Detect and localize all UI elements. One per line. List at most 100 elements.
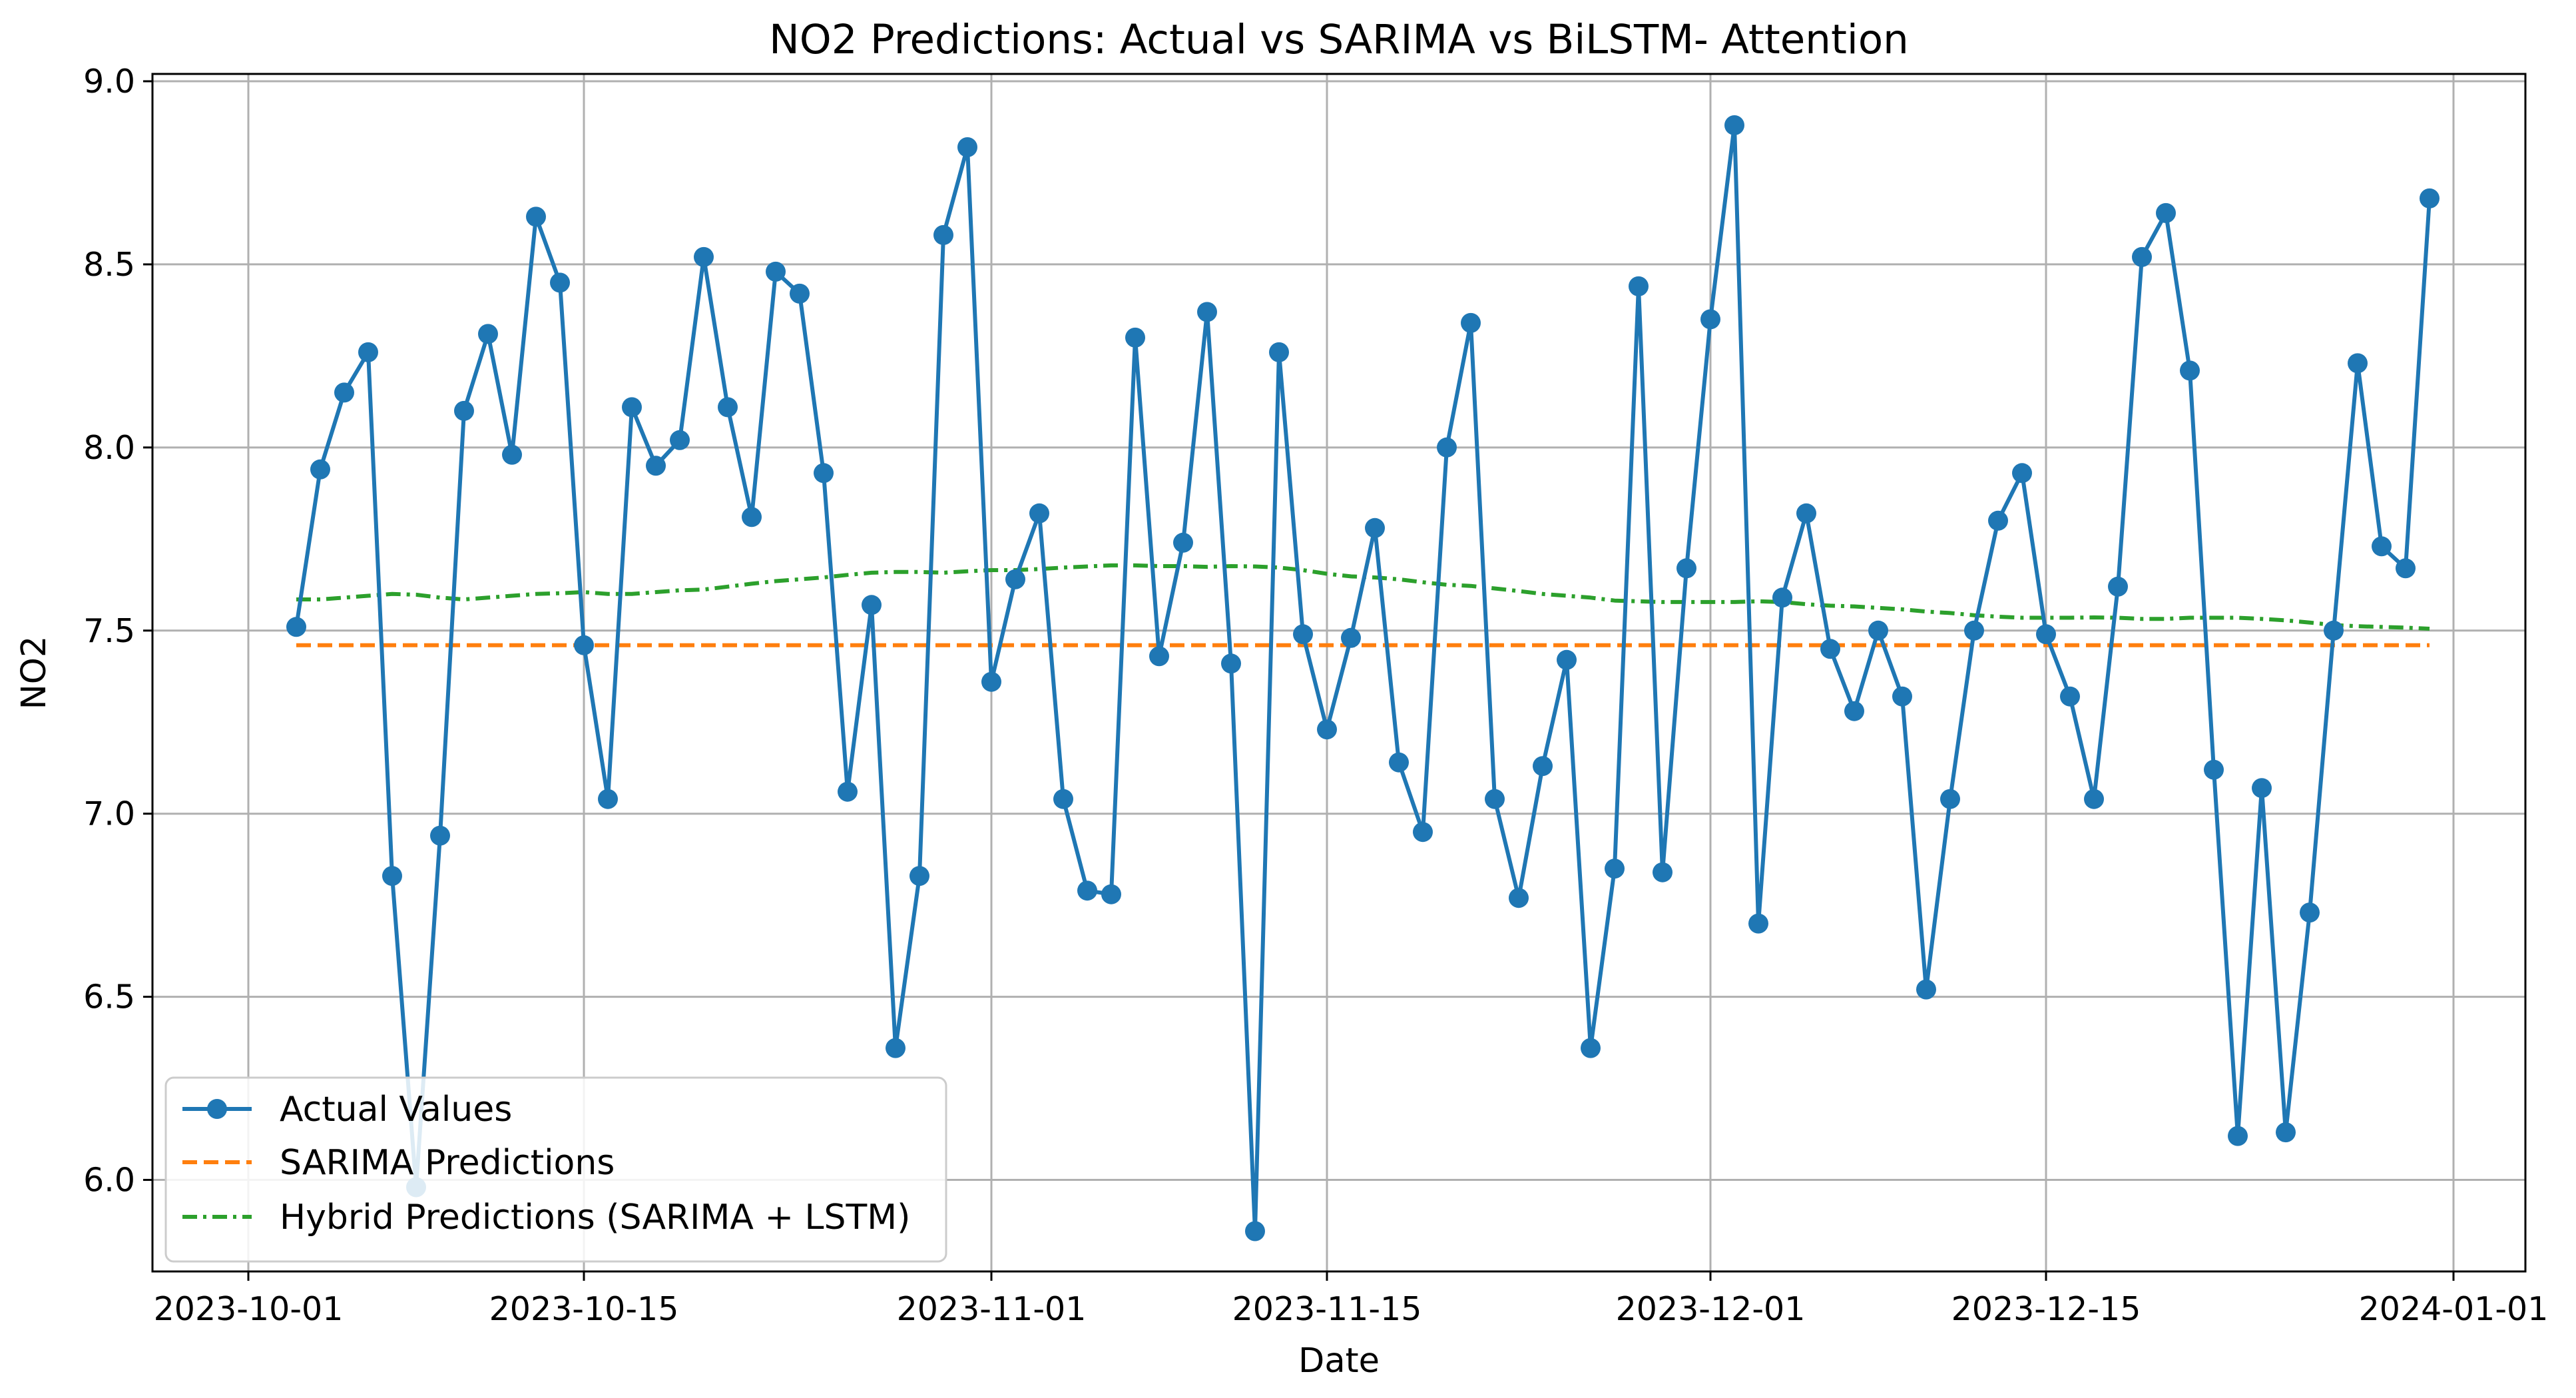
data-point [1269, 342, 1289, 362]
data-point [2396, 558, 2416, 579]
data-point [1509, 888, 1529, 908]
data-point [1796, 503, 1816, 524]
plot-frame [151, 73, 2527, 1273]
data-point [2300, 902, 2320, 923]
data-point [2228, 1126, 2248, 1146]
data-point [2420, 188, 2440, 208]
data-point [382, 866, 402, 886]
x-tick-label: 2023-11-01 [897, 1290, 1087, 1328]
x-tick-label: 2023-10-15 [489, 1290, 679, 1328]
data-point [2204, 759, 2224, 780]
y-tick-label: 9.0 [83, 63, 135, 101]
data-point [1820, 639, 1840, 659]
data-point [694, 246, 714, 267]
data-point [1173, 532, 1193, 553]
data-point [1029, 503, 1049, 524]
x-tick-label: 2024-01-01 [2359, 1290, 2549, 1328]
data-point [2156, 202, 2176, 223]
data-point [1149, 646, 1169, 667]
y-axis-label: NO2 [15, 636, 54, 710]
data-point [1101, 884, 1121, 904]
data-point [2276, 1122, 2296, 1143]
data-point [1868, 620, 1888, 641]
data-point [598, 789, 618, 809]
data-point [1724, 115, 1744, 135]
data-point [2060, 686, 2080, 707]
data-point [1389, 752, 1409, 773]
data-point [1964, 620, 1984, 641]
data-point [1581, 1038, 1601, 1058]
data-point [2372, 536, 2392, 557]
data-point [2348, 353, 2368, 374]
x-tick-label: 2023-12-15 [1951, 1290, 2141, 1328]
data-point [310, 459, 330, 480]
data-point [2036, 624, 2056, 645]
data-point [1748, 913, 1768, 934]
data-point [1365, 518, 1385, 538]
x-axis-label: Date [1298, 1341, 1380, 1381]
data-point [1221, 653, 1241, 674]
data-point [1629, 276, 1649, 296]
y-tick-label: 8.5 [83, 246, 135, 284]
y-tick-label: 7.5 [83, 612, 135, 650]
y-axis: 6.0 6.5 7.0 7.5 8.0 8.5 9.0 [83, 63, 152, 1200]
data-point [742, 507, 762, 527]
data-point [1437, 437, 1457, 458]
legend-box [164, 1076, 947, 1263]
data-point [1844, 701, 1864, 721]
legend-actual-label: Actual Values [280, 1090, 512, 1130]
legend-actual-marker [207, 1099, 227, 1119]
data-point [2132, 246, 2152, 267]
data-point [2012, 463, 2032, 484]
data-point [838, 781, 858, 802]
data-point [1892, 686, 1912, 707]
y-tick-label: 8.0 [83, 429, 135, 467]
data-point [909, 866, 929, 886]
data-point [478, 324, 498, 344]
data-point [670, 430, 690, 450]
data-point [1413, 822, 1433, 843]
series-layer [286, 115, 2440, 1241]
data-point [1653, 862, 1673, 882]
data-point [622, 397, 642, 418]
data-point [526, 206, 546, 227]
x-tick-label: 2023-10-01 [154, 1290, 344, 1328]
data-point [1700, 309, 1720, 330]
legend-sarima-label: SARIMA Predictions [280, 1143, 615, 1183]
data-point [862, 595, 882, 615]
chart-title: NO2 Predictions: Actual vs SARIMA vs BiL… [769, 16, 1909, 63]
data-point [1197, 302, 1217, 322]
data-point [2252, 778, 2272, 799]
data-point [718, 397, 738, 418]
data-point [1053, 789, 1073, 809]
data-point [1940, 789, 1960, 809]
data-point [1557, 649, 1577, 670]
data-point [981, 671, 1001, 692]
data-point [1317, 719, 1337, 740]
y-tick-label: 6.0 [83, 1162, 135, 1200]
series-line-hybrid-predictions-sarima-lstm [296, 563, 2430, 631]
data-point [1772, 587, 1792, 608]
data-point [1461, 312, 1481, 333]
data-point [1077, 880, 1097, 901]
legend: Actual Values SARIMA Predictions Hybrid … [164, 1076, 947, 1263]
data-point [334, 382, 354, 403]
data-point [957, 137, 977, 157]
data-point [1245, 1221, 1265, 1241]
y-tick-label: 7.0 [83, 795, 135, 833]
data-point [814, 463, 834, 484]
data-point [1533, 756, 1553, 777]
data-point [1988, 510, 2008, 531]
data-point [886, 1038, 905, 1058]
data-point [2180, 360, 2200, 381]
data-point [1605, 859, 1625, 879]
data-point [550, 272, 570, 293]
data-point [1485, 789, 1505, 809]
x-tick-label: 2023-11-15 [1232, 1290, 1422, 1328]
x-tick-label: 2023-12-01 [1616, 1290, 1806, 1328]
data-point [1005, 569, 1025, 589]
data-point [646, 456, 666, 476]
data-point [574, 635, 594, 655]
data-point [2084, 789, 2104, 809]
